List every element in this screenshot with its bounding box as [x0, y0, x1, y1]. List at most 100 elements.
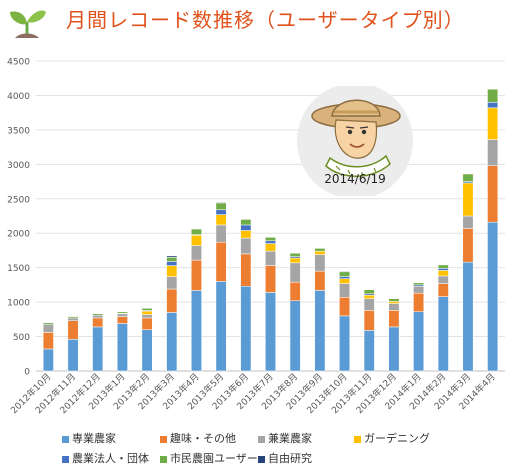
bar-segment	[487, 102, 499, 109]
bar-segment	[363, 298, 375, 311]
bar-segment	[42, 348, 54, 372]
bar-segment	[166, 276, 178, 290]
bar-segment	[166, 312, 178, 372]
bar-segment	[487, 221, 499, 372]
bar-segment	[363, 294, 375, 299]
legend-label: ガーデニング	[364, 432, 430, 445]
y-tick-label: 1500	[7, 264, 30, 274]
sprout-icon	[10, 10, 46, 38]
bar-segment	[191, 259, 202, 291]
bar-segment	[67, 320, 79, 340]
bar-segment	[265, 292, 276, 372]
bar-segment	[141, 329, 153, 372]
y-tick-label: 4000	[7, 92, 30, 102]
bar-segment	[462, 215, 474, 229]
bar-segment	[437, 275, 449, 284]
bar-segment	[191, 245, 202, 261]
y-tick-label: 3000	[7, 161, 30, 171]
bar-segment	[166, 257, 178, 262]
bar-segment	[339, 276, 350, 279]
bar-segment	[413, 286, 425, 294]
bar-segment	[388, 298, 400, 302]
legend-swatch	[258, 455, 265, 463]
bar-segment	[166, 265, 178, 277]
bar-segment	[462, 261, 474, 372]
legend-swatch	[160, 435, 167, 443]
bar-segment	[289, 262, 301, 283]
legend-item: 兼業農家	[258, 430, 312, 446]
legend-swatch	[160, 455, 167, 463]
bar-segment	[191, 228, 202, 235]
bar-segment	[166, 288, 178, 313]
bar-segment	[339, 283, 350, 298]
y-tick-label: 0	[24, 368, 30, 378]
bar-segment	[487, 165, 499, 223]
bar-segment	[339, 315, 350, 372]
bar-segment	[413, 311, 425, 372]
bar-segment	[92, 317, 104, 328]
bar-segment	[92, 326, 104, 372]
bar-segment	[215, 241, 227, 282]
bar-segment	[116, 313, 128, 317]
bar-segment	[289, 257, 301, 264]
bar-segment	[215, 201, 227, 204]
legend-label: 市民農園ユーザー	[170, 452, 258, 465]
bar-segment	[240, 253, 252, 287]
legend-item: 趣味・その他	[160, 430, 236, 446]
legend-item: 農業法人・団体	[62, 450, 149, 466]
bar-segment	[363, 330, 375, 372]
bar-segment	[67, 339, 79, 372]
bar-segment	[388, 310, 400, 328]
bar-segment	[437, 296, 449, 372]
bar-segment	[215, 209, 227, 215]
bar-segment	[437, 283, 449, 297]
bar-segment	[487, 88, 499, 103]
bar-segment	[166, 255, 178, 258]
bar-segment	[339, 297, 350, 317]
bar-segment	[141, 310, 153, 315]
bar-segment	[487, 107, 499, 140]
bar-segment	[437, 268, 449, 271]
bar-segment	[116, 311, 128, 314]
bar-segment	[339, 271, 350, 277]
bar-segment	[215, 214, 227, 226]
legend-item: ガーデニング	[354, 430, 430, 446]
bar-segment	[265, 243, 276, 252]
legend-swatch	[62, 435, 69, 443]
legend-item: 市民農園ユーザー	[160, 450, 258, 466]
legend-item: 自由研究	[258, 450, 312, 466]
bar-segment	[462, 228, 474, 263]
avatar-date: 2014/6/19	[324, 172, 386, 186]
y-tick-label: 1000	[7, 299, 30, 309]
legend-label: 趣味・その他	[170, 432, 236, 445]
bar-segment	[265, 250, 276, 266]
bar-segment	[339, 278, 350, 284]
bar-segment	[92, 313, 104, 316]
bar-segment	[141, 317, 153, 330]
legend-swatch	[354, 435, 361, 443]
bar-segment	[141, 314, 153, 319]
bar-segment	[191, 290, 202, 372]
legend-label: 自由研究	[268, 452, 312, 465]
bar-segment	[413, 292, 425, 313]
bar-segment	[240, 230, 252, 239]
bar-segment	[437, 264, 449, 269]
bar-segment	[314, 290, 326, 372]
legend-label: 農業法人・団体	[72, 452, 149, 465]
legend-swatch	[62, 455, 69, 463]
page-title: 月間レコード数推移（ユーザータイプ別）	[66, 8, 465, 32]
bar-segment	[92, 314, 104, 319]
bar-segment	[166, 261, 178, 266]
bar-segment	[191, 235, 202, 246]
bar-segment	[240, 219, 252, 226]
bar-segment	[215, 224, 227, 243]
bar-segment	[289, 281, 301, 301]
bar-segment	[240, 237, 252, 255]
bar-segment	[314, 254, 326, 272]
bar-segment	[215, 281, 227, 372]
bar-segment	[363, 289, 375, 295]
y-tick-label: 2000	[7, 230, 30, 240]
legend-item: 専業農家	[62, 430, 116, 446]
